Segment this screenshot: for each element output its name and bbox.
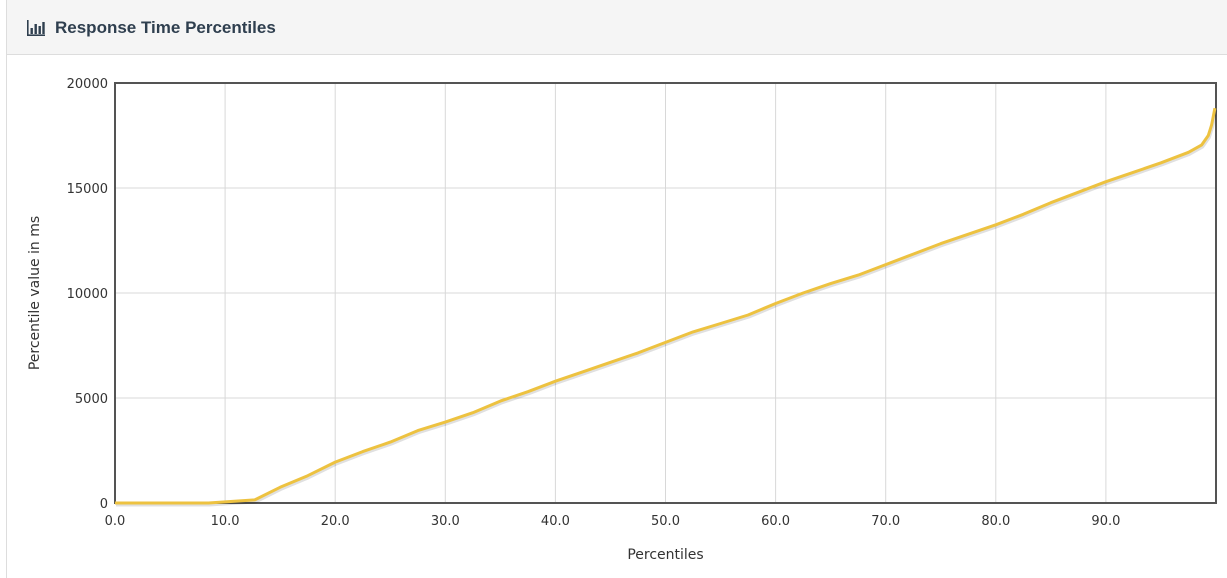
y-axis-title: Percentile value in ms xyxy=(27,216,43,370)
y-tick-label: 10000 xyxy=(67,287,108,302)
chart-panel: Response Time Percentiles xyxy=(6,0,1227,578)
x-tick-label: 20.0 xyxy=(321,514,350,529)
y-tick-label: 20000 xyxy=(67,77,108,92)
y-tick-label: 15000 xyxy=(67,182,108,197)
panel-title: Response Time Percentiles xyxy=(55,18,276,37)
bar-chart-icon xyxy=(27,20,45,36)
x-tick-label: 90.0 xyxy=(1091,514,1120,529)
x-tick-label: 30.0 xyxy=(431,514,460,529)
x-tick-label: 0.0 xyxy=(105,514,126,529)
series-line-shadow xyxy=(116,109,1218,507)
series-line xyxy=(115,107,1217,505)
x-tick-label: 70.0 xyxy=(871,514,900,529)
y-tick-label: 0 xyxy=(100,497,108,512)
x-tick-label: 50.0 xyxy=(651,514,680,529)
x-tick-label: 60.0 xyxy=(761,514,790,529)
panel-heading: Response Time Percentiles xyxy=(7,0,1227,55)
x-axis-title: Percentiles xyxy=(627,547,703,563)
y-tick-label: 5000 xyxy=(75,392,108,407)
plot-border xyxy=(114,82,1217,504)
x-tick-label: 10.0 xyxy=(211,514,240,529)
x-tick-label: 80.0 xyxy=(981,514,1010,529)
x-tick-label: 40.0 xyxy=(541,514,570,529)
